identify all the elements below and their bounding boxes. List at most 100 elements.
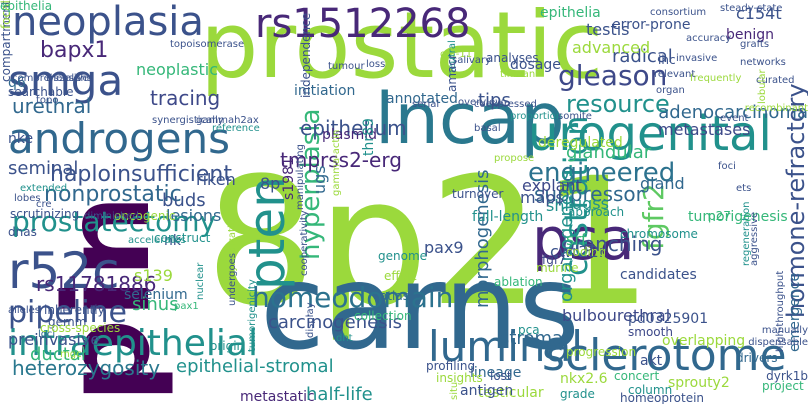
word-salivary: salivary [452,55,491,66]
word-homeodomain: homeodomain [252,281,454,314]
word-searchable: searchable [8,85,74,99]
word-prostatic: prostatic [200,0,604,99]
word-urethral: urethral [12,94,92,118]
word-tumour: tumour [328,61,365,72]
word-deregulated: deregulated [538,135,623,151]
word-radical: radical [612,46,673,67]
word-carcinogenesis: carcinogenesis [268,312,402,333]
word-curated: curated [756,75,795,86]
word-diminished: diminished [84,211,139,222]
word-androgens: androgens [8,114,231,163]
word-murine: murine [536,261,579,275]
word-pca: pca [518,323,540,337]
word-ugss: ugss [572,194,609,213]
word-rs11781886: rs11781886 [36,272,157,296]
word-half-life: half-life [306,384,373,404]
word-s139: s139 [134,266,173,285]
word-epithelia: epithelia [0,0,53,13]
word-homeoprotein: homeoprotein [620,391,705,404]
word-bapx1: bapx1 [40,38,109,63]
word-independence: independence [299,12,313,98]
word-cre: cre [36,199,52,210]
word-progression: progression [566,345,637,359]
word-advanced: advanced [572,38,651,57]
word-regeneration: regeneration [741,201,752,266]
word-gland: gland [640,174,685,193]
word-testicular: testicular [478,385,544,401]
word-gamma-actin: gamma-actin [331,129,342,196]
word-topo: topo [36,95,59,106]
word-c154t: c154t [736,4,782,23]
word-shh: shh [546,196,575,215]
word-reference: reference [212,123,260,134]
word-benign: benign [726,27,775,43]
word-accelerates: accelerates [128,235,186,246]
word-ets: ets [736,183,752,194]
word-invasive: invasive [676,53,718,64]
word-plasmid: plasmid [322,127,378,143]
word-thr89: thr89 [361,118,377,156]
word-lost: lost [490,369,512,383]
word-testis: testis [586,20,630,39]
word-sinus: sinus [132,294,179,315]
word-maps: maps [520,188,564,207]
word-effort: effort [384,269,417,283]
word-project: project [762,379,804,393]
word-frs2alpha: frs2alpha [46,73,93,84]
word-nke: nke [8,131,34,147]
word-propose: propose [494,153,535,164]
word-coexpressed: coexpressed [474,99,537,110]
word-profiling: profiling [426,359,476,373]
word-suppressor: suppressor [534,182,644,206]
word-loss: loss [366,59,386,70]
word-consortium: consortium [650,7,707,18]
word-relevant: relevant [654,69,696,80]
word-srf: srf [566,230,587,249]
word-organ: organ [656,85,685,96]
word-riken: riken [196,170,236,189]
word-psa: psa [532,205,635,273]
word-urogenital: urogenital [528,106,772,162]
word-grafts: grafts [740,39,770,50]
word-heterozygosity: heterozygosity [12,356,161,380]
word-construct: construct [154,231,211,245]
word-approach: approach [568,205,625,219]
word-cwr22r: cwr22r [550,242,606,261]
word-selenium: selenium [124,287,188,303]
word-basal: basal [474,123,501,134]
word-insights: insights [436,371,483,385]
word-comprehensive: comprehensive [12,73,89,84]
word-akt: akt [640,353,663,369]
word-genome: genome [378,249,428,263]
word-overview: overview [458,97,504,108]
word-glandular: glandular [566,142,652,163]
word-mgc: mgc [60,349,82,360]
word-pax1: pax1 [174,301,199,312]
word-tumorigenesis: tumorigenesis [688,209,788,225]
word-rs1512268: rs1512268 [255,1,471,47]
word-steady-state: steady-state [720,3,783,14]
word-engineered: engineered [528,158,676,188]
word-situ: situ [449,381,460,400]
word-intraepithelial: intraepithelial [8,323,258,364]
word-serial: serial [412,99,440,110]
word-fgf7: fgf7 [542,253,566,267]
word-ablation: ablation [494,275,543,289]
word-cross-species: cross-species [40,321,121,335]
word-frequently: frequently [690,73,742,84]
word-manually: manually [761,325,808,336]
word-carns: carns [260,238,580,376]
word-prostatectomy: prostatectomy [12,205,217,238]
word-cooperativity: cooperativity [299,210,310,276]
word-dosage: dosage [510,57,561,73]
word-chromosome: chromosome [620,227,698,241]
word-nuclear: nuclear [195,262,206,300]
word-pax9: pax9 [424,238,464,257]
word-inherently: inherently [44,303,105,317]
word-drivers: drivers [736,351,778,365]
word-ductal: ductal [30,344,86,365]
word-concert: concert [614,369,660,383]
word-r52c: r52c [8,242,120,300]
word-event: event [720,113,749,124]
word-epithelial-stromal: epithelial-stromal [176,356,334,377]
